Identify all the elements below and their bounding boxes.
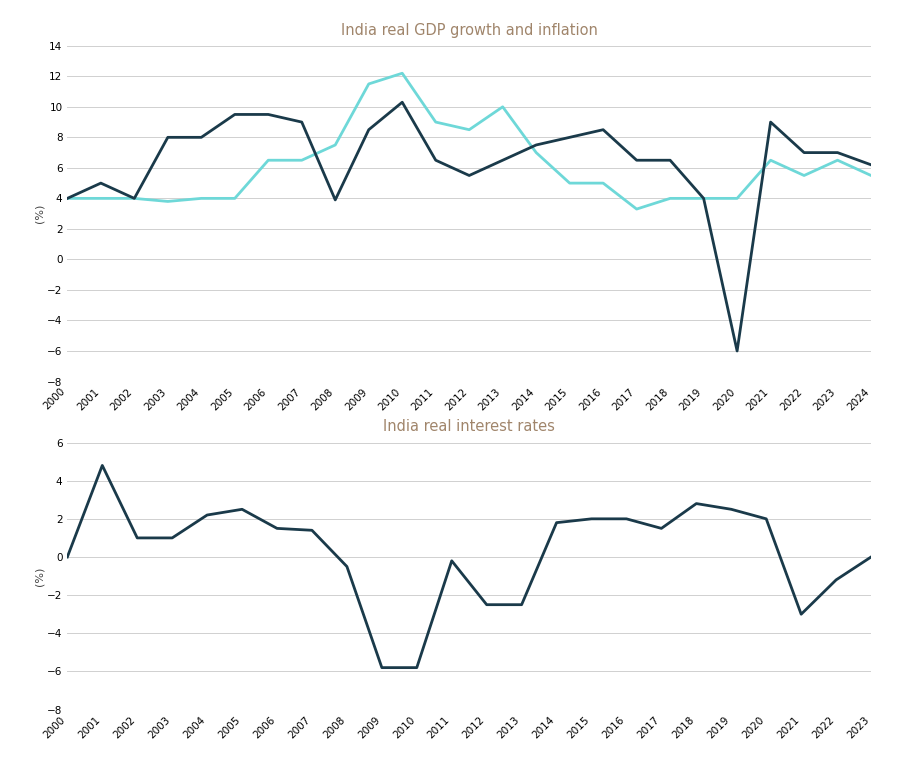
Legend: Real rate: Real rate [414,761,524,763]
Y-axis label: (%): (%) [34,566,44,586]
Legend: Real GDP growth, EHPIINY INDEX: Real GDP growth, EHPIINY INDEX [314,446,624,469]
Y-axis label: (%): (%) [34,204,44,224]
Title: India real GDP growth and inflation: India real GDP growth and inflation [340,23,598,37]
Title: India real interest rates: India real interest rates [383,420,555,434]
